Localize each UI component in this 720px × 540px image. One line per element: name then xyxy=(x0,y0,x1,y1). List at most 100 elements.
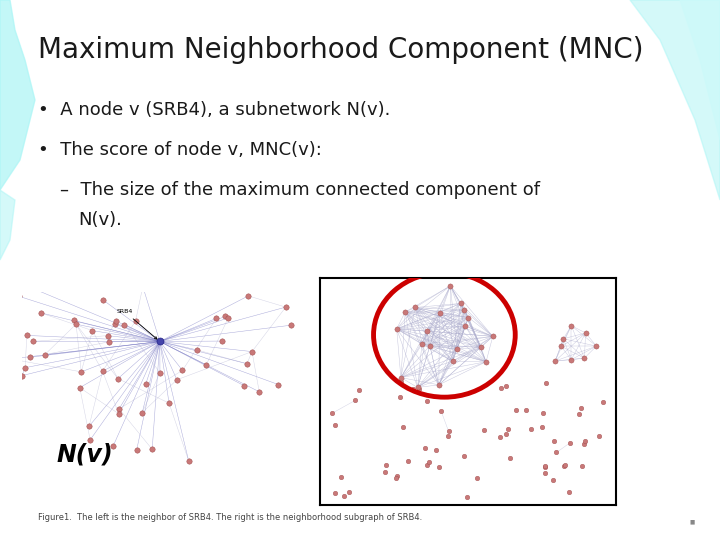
Point xyxy=(480,357,492,366)
Point xyxy=(420,327,432,335)
Point xyxy=(443,432,454,441)
Point xyxy=(566,355,577,364)
Point xyxy=(220,312,231,321)
Text: Maximum Neighborhood Component (MNC): Maximum Neighborhood Component (MNC) xyxy=(38,36,644,64)
Point xyxy=(391,325,402,333)
Point xyxy=(419,443,431,452)
Point xyxy=(20,281,32,290)
Point xyxy=(390,474,402,483)
Point xyxy=(146,445,158,454)
Point xyxy=(253,388,265,396)
Point xyxy=(510,406,522,414)
Point xyxy=(5,355,17,363)
Point xyxy=(163,399,175,407)
Point xyxy=(444,281,456,290)
Point xyxy=(379,468,391,476)
Point xyxy=(86,326,98,335)
Point xyxy=(551,448,562,457)
Point xyxy=(217,337,228,346)
Text: Figure1.  The left is the neighbor of SRB4. The right is the neighborhood subgra: Figure1. The left is the neighbor of SRB… xyxy=(38,514,422,523)
Point xyxy=(19,363,31,372)
Point xyxy=(563,487,575,496)
Point xyxy=(446,357,458,366)
Point xyxy=(96,367,108,375)
Point xyxy=(113,404,125,413)
Text: SRB4: SRB4 xyxy=(117,309,157,339)
Point xyxy=(222,314,234,322)
Point xyxy=(71,320,82,328)
Point xyxy=(112,374,124,383)
Point xyxy=(459,306,470,314)
Point xyxy=(107,442,119,450)
Point xyxy=(475,343,487,352)
Point xyxy=(435,407,446,415)
Point xyxy=(549,357,561,366)
Point xyxy=(280,303,292,312)
Point xyxy=(21,331,32,340)
Point xyxy=(273,380,284,389)
Point xyxy=(462,492,473,501)
Point xyxy=(537,409,549,417)
Point xyxy=(391,471,402,480)
Point xyxy=(573,410,585,418)
Point xyxy=(140,380,152,388)
Point xyxy=(540,469,552,477)
Point xyxy=(243,292,254,300)
Text: •  A node v (SRB4), a subnetwork N(v).: • A node v (SRB4), a subnetwork N(v). xyxy=(38,101,390,119)
Point xyxy=(451,345,463,354)
Point xyxy=(548,476,559,484)
Point xyxy=(420,461,432,470)
Point xyxy=(539,462,551,471)
Point xyxy=(154,368,166,377)
Point xyxy=(433,462,445,471)
Point xyxy=(479,426,490,435)
Point xyxy=(487,332,498,341)
Point xyxy=(176,366,188,375)
Point xyxy=(559,461,570,470)
Point xyxy=(593,431,605,440)
Point xyxy=(536,422,548,431)
Polygon shape xyxy=(680,0,720,140)
Point xyxy=(413,384,424,393)
Point xyxy=(68,316,80,325)
Text: –  The size of the maximum connected component of: – The size of the maximum connected comp… xyxy=(60,181,540,199)
Point xyxy=(98,296,109,305)
Point xyxy=(394,393,405,401)
Point xyxy=(500,430,511,438)
Point xyxy=(424,341,436,350)
Point xyxy=(504,454,516,462)
Point xyxy=(379,461,391,470)
Point xyxy=(540,379,552,387)
Point xyxy=(458,451,469,460)
Point xyxy=(408,385,419,394)
Point xyxy=(84,422,95,430)
Point xyxy=(416,340,428,348)
Point xyxy=(520,406,531,414)
Text: N(v).: N(v). xyxy=(78,211,122,229)
Point xyxy=(286,321,297,329)
Point xyxy=(35,308,46,317)
Point xyxy=(434,308,446,317)
Point xyxy=(349,396,361,405)
Point xyxy=(329,421,341,429)
Point xyxy=(412,383,423,392)
Point xyxy=(103,338,114,346)
Point xyxy=(548,437,559,445)
Point xyxy=(130,317,141,326)
Text: N(v): N(v) xyxy=(56,443,113,467)
Polygon shape xyxy=(0,0,35,190)
Point xyxy=(335,473,346,482)
Point xyxy=(471,474,482,482)
Point xyxy=(200,361,212,369)
Point xyxy=(171,375,183,384)
Point xyxy=(210,314,222,323)
Point xyxy=(238,382,250,390)
Point xyxy=(24,353,36,362)
Point xyxy=(575,404,587,413)
Point xyxy=(555,342,567,350)
Point xyxy=(579,440,590,449)
Point xyxy=(396,378,408,387)
Point xyxy=(137,282,148,291)
Point xyxy=(74,383,86,392)
Point xyxy=(113,409,125,418)
